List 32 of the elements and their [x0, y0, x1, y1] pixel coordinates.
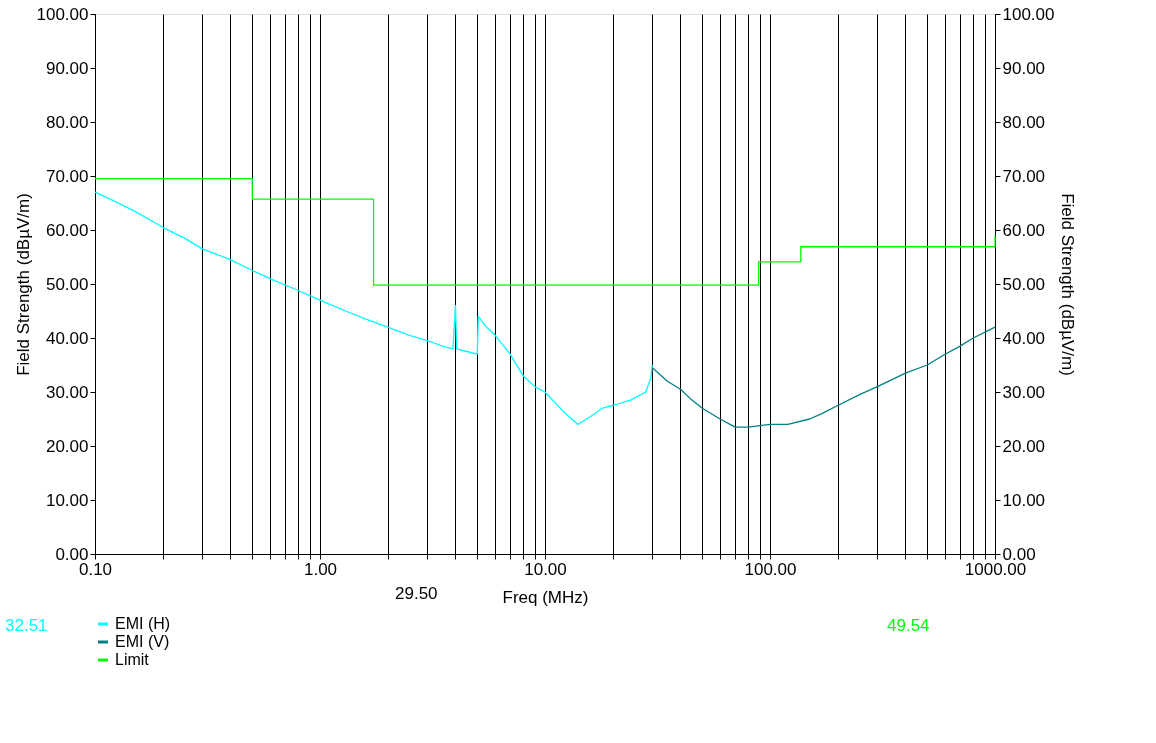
y2-tick-label: 50.00 [1002, 274, 1046, 294]
y-tick-label: 90.00 [45, 58, 89, 78]
y2-tick-label: 40.00 [1002, 328, 1046, 348]
x-axis-title: Freq (MHz) [502, 587, 589, 607]
y2-tick-label: 70.00 [1002, 166, 1046, 186]
y-tick-label: 100.00 [36, 4, 89, 24]
y-tick-label: 30.00 [45, 382, 89, 402]
y-tick-label: 20.00 [45, 436, 89, 456]
text: 32.51 [5, 616, 48, 635]
y2-tick-label: 80.00 [1002, 112, 1046, 132]
x-tick-label: 1.00 [303, 559, 338, 579]
y2-tick-label: 90.00 [1002, 58, 1046, 78]
y-axis-title: Field Strength (dBµV/m) [13, 193, 33, 376]
text: 29.50 [395, 584, 438, 603]
y2-tick-label: 60.00 [1002, 220, 1046, 240]
y2-tick-label: 20.00 [1002, 436, 1046, 456]
legend-label: EMI (V) [115, 633, 170, 650]
y-tick-label: 10.00 [45, 490, 89, 510]
y-tick-label: 70.00 [45, 166, 89, 186]
x-tick-label: 100.00 [744, 559, 797, 579]
y2-tick-label: 100.00 [1002, 4, 1055, 24]
y-tick-label: 60.00 [45, 220, 89, 240]
text: 49.54 [887, 616, 930, 635]
legend-label: Limit [115, 651, 150, 668]
y2-tick-label: 30.00 [1002, 382, 1046, 402]
y-tick-label: 40.00 [45, 328, 89, 348]
y-tick-label: 80.00 [45, 112, 89, 132]
y-tick-label: 50.00 [45, 274, 89, 294]
y2-tick-label: 10.00 [1002, 490, 1046, 510]
legend-label: EMI (H) [115, 615, 171, 632]
x-tick-label: 10.00 [524, 559, 567, 579]
y2-axis-title: Field Strength (dBµV/m) [1058, 193, 1078, 376]
